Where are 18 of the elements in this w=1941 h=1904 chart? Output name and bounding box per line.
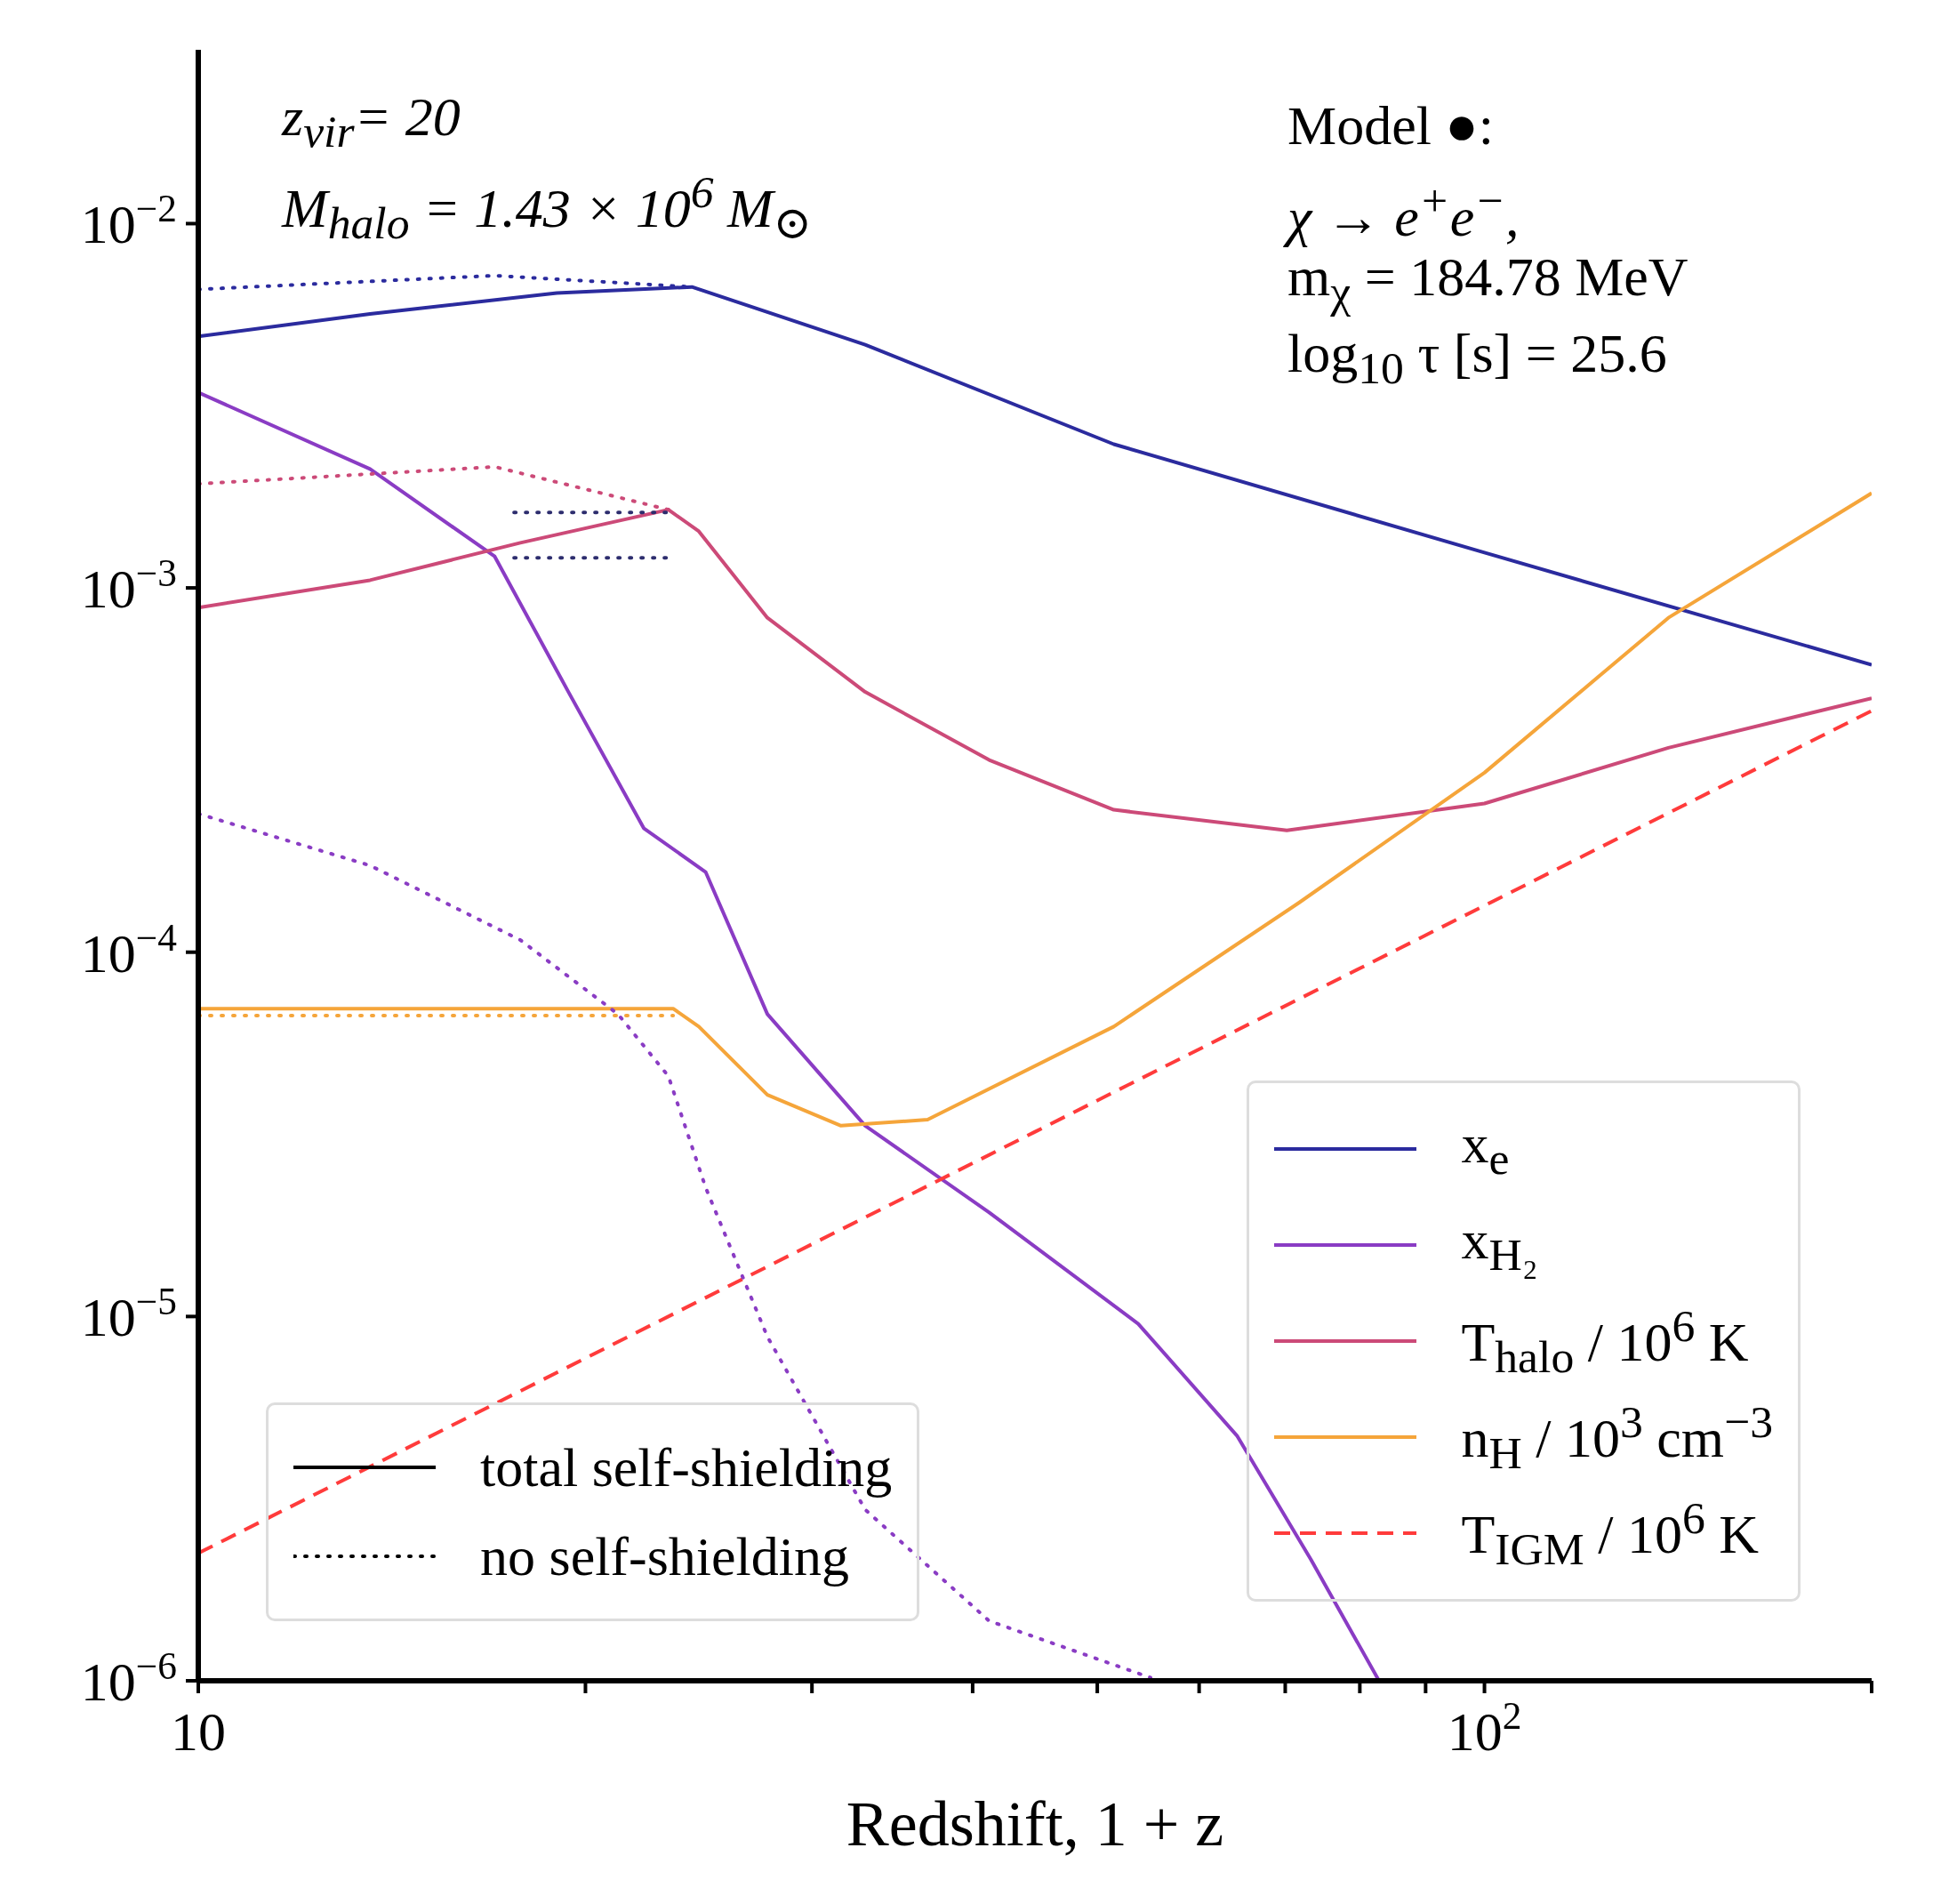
annotation: m$_{χ}$ = 184.78 MeV — [1287, 246, 1688, 317]
y-tick-label: 10$^{−4}$ — [80, 915, 178, 984]
legend-label: x$_{H₂}$ — [1461, 1209, 1538, 1281]
y-tick-label: 10$^{−3}$ — [80, 551, 177, 620]
y-tick-label: 10$^{−5}$ — [80, 1280, 177, 1348]
annotation: total self-shielding — [480, 1435, 893, 1499]
annotation: log$_{10}$ τ [s] = 25.6 — [1287, 323, 1667, 394]
annotation: no self-shielding — [480, 1524, 849, 1588]
annotation: z$_{vir}$= 20 — [282, 86, 461, 157]
legend-label: T$_{IGM}$ / 10$^{6}$ K — [1461, 1490, 1760, 1576]
legend-label: T$_{halo}$ / 10$^{6}$ K — [1461, 1298, 1749, 1384]
annotation: Model ●: — [1287, 95, 1495, 156]
x-axis-title: Redshift, 1 + z — [845, 1788, 1225, 1861]
legend-label: x$_{e}$ — [1461, 1113, 1510, 1185]
x-tick-label: 10$^{2}$ — [1447, 1694, 1522, 1762]
legend-label: n$_{H}$ / 10$^{3}$ cm$^{−3}$ — [1461, 1394, 1773, 1480]
annotation: M$_{halo}$ = 1.43 × 10$^{6}$ M$_{⊙}$ — [282, 166, 812, 249]
y-tick-label: 10$^{−2}$ — [80, 187, 177, 255]
